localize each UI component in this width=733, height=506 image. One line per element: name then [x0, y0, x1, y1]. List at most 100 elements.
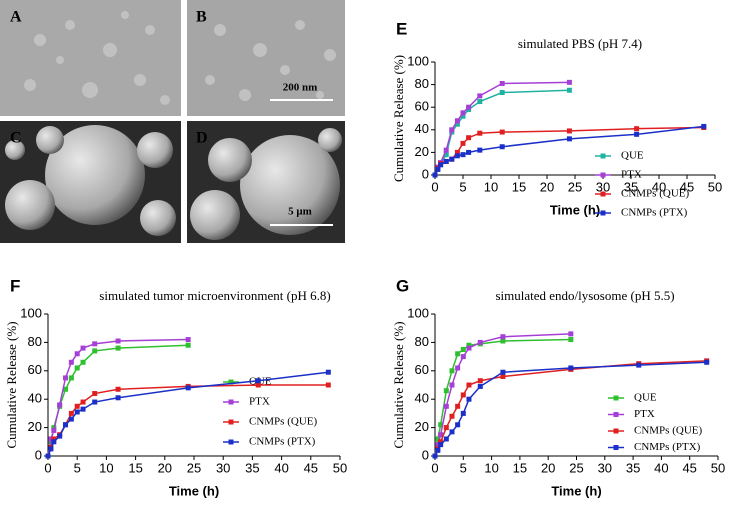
data-point [460, 410, 466, 416]
x-tick-label: 30 [216, 460, 230, 475]
data-point [443, 425, 449, 431]
data-point [115, 386, 121, 392]
data-point [460, 110, 466, 116]
data-point [51, 427, 57, 433]
data-point [466, 135, 472, 141]
y-axis-label: Cumulative Release (%) [4, 321, 19, 448]
panel-letter: A [10, 9, 22, 26]
data-point [466, 345, 472, 351]
legend-marker [600, 153, 606, 159]
data-point [568, 337, 574, 343]
panel-letter: C [10, 130, 22, 147]
y-tick-label: 100 [407, 305, 429, 320]
data-point [454, 118, 460, 124]
x-tick-label: 30 [598, 460, 612, 475]
y-tick-label: 60 [415, 99, 429, 114]
y-tick-label: 40 [415, 121, 429, 136]
data-point [566, 136, 572, 142]
data-point [466, 149, 472, 155]
legend-label: CNMPs (QUE) [249, 416, 317, 428]
data-point [435, 436, 441, 442]
data-point [460, 354, 466, 360]
chart-title: simulated PBS (pH 7.4) [518, 36, 642, 51]
panel-letter: F [10, 276, 20, 295]
x-tick-label: 35 [245, 460, 259, 475]
data-point [74, 351, 80, 357]
chart-title: simulated endo/lysosome (pH 5.5) [495, 288, 674, 303]
x-tick-label: 15 [513, 460, 527, 475]
data-point [92, 391, 98, 397]
data-point [68, 410, 74, 416]
data-point [704, 359, 710, 365]
data-point [566, 87, 572, 93]
legend-label: CNMPs (PTX) [621, 207, 688, 219]
legend-marker [228, 379, 234, 385]
series-line [434, 81, 570, 176]
data-point [48, 436, 54, 442]
data-point [701, 123, 707, 129]
data-point [438, 162, 444, 168]
y-tick-label: 20 [415, 419, 429, 434]
legend-marker [600, 210, 606, 216]
x-tick-label: 50 [333, 460, 347, 475]
data-point [460, 140, 466, 146]
data-point [455, 403, 461, 409]
data-point [80, 406, 86, 412]
x-tick-label: 30 [596, 179, 610, 194]
data-point [449, 429, 455, 435]
data-point [634, 131, 640, 137]
data-point [438, 439, 444, 445]
data-point [185, 385, 191, 391]
x-tick-label: 40 [654, 460, 668, 475]
data-point [477, 339, 483, 345]
x-axis-label: Time (h) [169, 483, 219, 498]
x-axis-label: Time (h) [551, 483, 601, 498]
x-tick-label: 10 [484, 179, 498, 194]
legend-marker [613, 428, 619, 434]
chart-title: simulated tumor microenvironment (pH 6.8… [99, 288, 330, 303]
legend-marker [613, 412, 619, 417]
data-point [477, 93, 483, 99]
data-point [80, 399, 86, 405]
y-tick-label: 80 [415, 334, 429, 349]
data-point [454, 149, 460, 155]
micrographs: A B C D 200 nm 5 μm [0, 0, 345, 243]
legend-label: QUE [621, 150, 644, 162]
data-point [63, 422, 69, 428]
scale-label: 200 nm [283, 82, 318, 94]
y-tick-label: 40 [415, 391, 429, 406]
data-point [499, 129, 505, 135]
data-point [500, 369, 506, 375]
y-tick-label: 20 [415, 144, 429, 159]
data-point [634, 126, 640, 132]
data-point [48, 446, 54, 452]
data-point [568, 331, 574, 337]
data-point [325, 382, 331, 388]
data-point [443, 403, 449, 409]
data-point [51, 436, 57, 442]
y-tick-label: 100 [407, 53, 429, 68]
data-point [499, 144, 505, 150]
y-tick-label: 100 [20, 305, 42, 320]
data-point [499, 80, 505, 86]
x-tick-label: 45 [304, 460, 318, 475]
data-point [63, 386, 69, 392]
data-point [115, 395, 121, 401]
y-axis-label: Cumulative Release (%) [391, 321, 406, 448]
data-point [566, 79, 572, 85]
data-point [74, 409, 80, 415]
legend-marker [600, 191, 606, 197]
data-point [466, 342, 472, 348]
data-point [500, 338, 506, 344]
x-tick-label: 35 [626, 460, 640, 475]
data-point [460, 152, 466, 158]
scale-label: 5 μm [288, 206, 312, 218]
x-tick-label: 45 [682, 460, 696, 475]
data-point [455, 351, 461, 357]
x-tick-label: 15 [512, 179, 526, 194]
data-point [92, 348, 98, 354]
panel-letter: G [396, 276, 409, 295]
legend-marker [228, 419, 234, 425]
legend-label: PTX [634, 408, 655, 420]
series-line [434, 338, 571, 457]
